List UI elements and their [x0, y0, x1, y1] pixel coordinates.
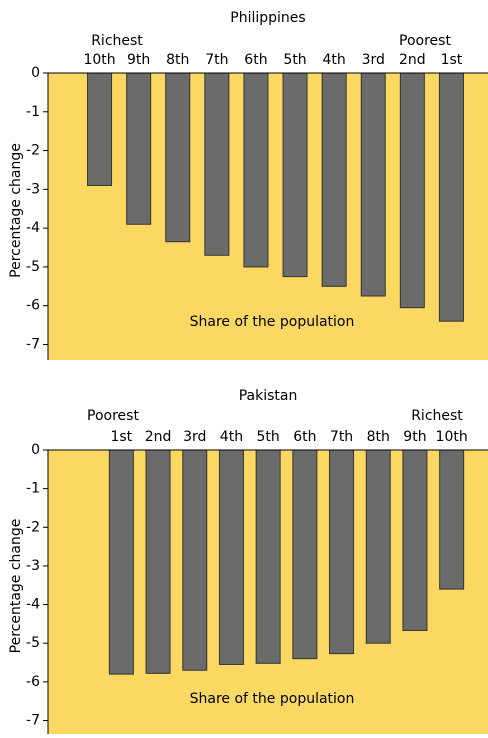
- y-tick-label: -6: [26, 674, 40, 690]
- y-tick-label: 0: [31, 65, 40, 81]
- chart-title: Pakistan: [239, 388, 298, 404]
- y-tick-label: -2: [26, 143, 40, 159]
- x-tick-label: 2nd: [399, 52, 426, 68]
- x-tick-label: 10th: [436, 429, 468, 445]
- x-tick-label: 6th: [244, 52, 267, 68]
- x-tick-label: 9th: [403, 429, 426, 445]
- bar: [439, 449, 465, 590]
- bar: [321, 72, 347, 287]
- y-tick-label: -5: [26, 635, 40, 651]
- bar: [292, 449, 318, 660]
- y-tick-label: -1: [26, 104, 40, 120]
- x-tick-label: 4th: [323, 52, 346, 68]
- y-tick-label: -4: [26, 597, 40, 613]
- group-label: Richest: [91, 33, 143, 49]
- bar: [243, 72, 269, 268]
- x-tick-label: 5th: [257, 429, 280, 445]
- y-tick-label: -7: [26, 712, 40, 728]
- y-tick-label: -5: [26, 259, 40, 275]
- bar: [182, 449, 208, 671]
- y-tick-label: -3: [26, 558, 40, 574]
- group-label: Poorest: [87, 408, 139, 424]
- x-tick-label: 3rd: [183, 429, 206, 445]
- x-tick-label: 10th: [83, 52, 115, 68]
- bar: [165, 72, 191, 243]
- group-label: Poorest: [399, 33, 451, 49]
- x-tick-label: 8th: [166, 52, 189, 68]
- bar: [145, 449, 171, 674]
- x-tick-label: 2nd: [145, 429, 172, 445]
- bar: [360, 72, 386, 297]
- x-tick-label: 1st: [441, 52, 463, 68]
- y-axis-label: Percentage change: [8, 519, 24, 654]
- x-tick-label: 7th: [205, 52, 228, 68]
- y-axis-label: Percentage change: [8, 143, 24, 278]
- bar: [255, 449, 281, 664]
- bar: [108, 449, 134, 675]
- x-tick-label: 5th: [283, 52, 306, 68]
- bar: [438, 72, 464, 322]
- chart-title: Philippines: [230, 10, 305, 26]
- bar: [402, 449, 428, 631]
- bar: [399, 72, 425, 309]
- y-tick-label: -4: [26, 220, 40, 236]
- x-tick-label: 6th: [293, 429, 316, 445]
- x-tick-label: 3rd: [362, 52, 385, 68]
- x-tick-label: 1st: [110, 429, 132, 445]
- y-tick-label: -7: [26, 336, 40, 352]
- y-tick-label: -3: [26, 181, 40, 197]
- bar: [282, 72, 308, 278]
- bar: [126, 72, 152, 225]
- bar: [365, 449, 391, 644]
- group-label: Richest: [411, 408, 463, 424]
- x-tick-label: 9th: [127, 52, 150, 68]
- bar: [218, 449, 244, 665]
- x-tick-label: 8th: [367, 429, 390, 445]
- bar: [87, 72, 113, 186]
- annotation: Share of the population: [190, 691, 355, 707]
- bar: [204, 72, 230, 256]
- y-tick-label: -2: [26, 519, 40, 535]
- x-tick-label: 7th: [330, 429, 353, 445]
- x-tick-label: 4th: [220, 429, 243, 445]
- annotation: Share of the population: [190, 314, 355, 330]
- y-tick-label: 0: [31, 442, 40, 458]
- y-tick-label: -6: [26, 298, 40, 314]
- y-tick-label: -1: [26, 481, 40, 497]
- bar: [329, 449, 355, 655]
